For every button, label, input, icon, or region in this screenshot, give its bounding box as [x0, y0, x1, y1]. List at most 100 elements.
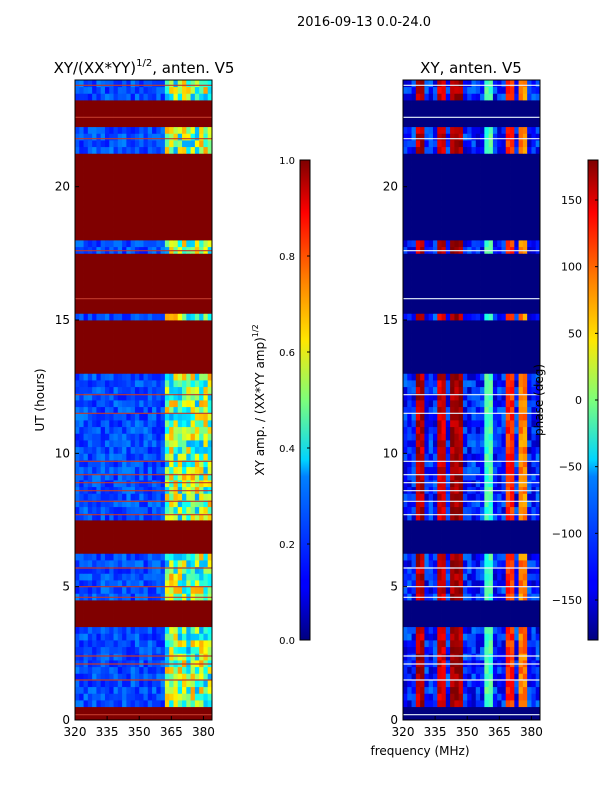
- amp-heatmap-cell: [207, 273, 213, 281]
- amp-heatmap-cell: [147, 253, 153, 261]
- amp-heatmap-cell: [100, 553, 106, 561]
- amp-heatmap-cell: [160, 80, 166, 88]
- amp-heatmap-cell: [190, 333, 196, 341]
- amp-heatmap-cell: [113, 253, 119, 261]
- amp-heatmap-cell: [203, 86, 209, 94]
- phase-heatmap-cell: [407, 700, 412, 708]
- amp-heatmap-cell: [177, 353, 183, 361]
- amp-heatmap-cell: [126, 286, 132, 294]
- phase-heatmap-cell: [407, 640, 412, 648]
- amp-heatmap-cell: [75, 266, 80, 274]
- amp-heatmap-cell: [134, 320, 140, 328]
- phase-heatmap-cell: [518, 400, 524, 408]
- amp-heatmap-cell: [100, 700, 106, 708]
- phase-heatmap-cell: [411, 400, 417, 408]
- amp-heatmap-cell: [130, 546, 136, 554]
- phase-heatmap-cell: [497, 420, 502, 428]
- amp-heatmap-cell: [130, 406, 136, 414]
- amp-heatmap-cell: [199, 506, 204, 514]
- phase-heatmap-cell: [432, 533, 438, 541]
- amp-heatmap-cell: [182, 346, 187, 354]
- amp-heatmap-cell: [177, 666, 183, 674]
- amp-heatmap-cell: [92, 140, 97, 148]
- phase-heatmap-cell: [501, 360, 507, 368]
- phase-heatmap-cell: [480, 480, 485, 488]
- phase-heatmap-cell: [497, 500, 502, 508]
- phase-heatmap-cell: [445, 333, 451, 341]
- phase-heatmap-cell: [518, 493, 524, 501]
- amp-heatmap-cell: [177, 553, 183, 561]
- phase-heatmap-cell: [462, 606, 468, 614]
- amp-heatmap-cell: [203, 546, 209, 554]
- amp-heatmap-cell: [156, 433, 162, 441]
- phase-heatmap-cell: [445, 573, 451, 581]
- phase-heatmap-cell: [467, 633, 472, 641]
- amp-heatmap-cell: [109, 393, 114, 401]
- phase-heatmap-cell: [527, 366, 532, 374]
- phase-heatmap-cell: [441, 513, 447, 521]
- amp-heatmap-cell: [147, 533, 153, 541]
- amp-heatmap-cell: [160, 240, 166, 248]
- amp-heatmap-cell: [139, 93, 144, 101]
- amp-heatmap-cell: [164, 306, 170, 314]
- amp-heatmap-cell: [79, 300, 84, 308]
- phase-heatmap-cell: [411, 686, 417, 694]
- phase-heatmap-cell: [437, 693, 442, 701]
- phase-heatmap-cell: [437, 533, 442, 541]
- phase-heatmap-cell: [510, 580, 515, 588]
- amp-heatmap-cell: [126, 93, 132, 101]
- amp-heatmap-cell: [152, 153, 157, 161]
- amp-heatmap-cell: [169, 273, 174, 281]
- phase-heatmap-cell: [535, 700, 541, 708]
- amp-heatmap-cell: [139, 320, 144, 328]
- phase-heatmap-cell: [445, 640, 451, 648]
- phase-heatmap-cell: [428, 526, 434, 534]
- phase-heatmap-cell: [467, 493, 472, 501]
- phase-heatmap-cell: [437, 420, 442, 428]
- phase-heatmap-cell: [480, 713, 485, 721]
- amp-heatmap-cell: [109, 120, 114, 128]
- phase-heatmap-cell: [467, 353, 472, 361]
- amp-heatmap-cell: [75, 226, 80, 234]
- phase-heatmap-cell: [535, 586, 541, 594]
- amp-heatmap-cell: [75, 706, 80, 714]
- phase-heatmap-cell: [424, 413, 430, 421]
- amp-heatmap-cell: [160, 153, 166, 161]
- amp-heatmap-cell: [104, 553, 110, 561]
- phase-heatmap-cell: [497, 480, 502, 488]
- phase-heatmap-cell: [527, 393, 532, 401]
- phase-heatmap-cell: [445, 646, 451, 654]
- amp-heatmap-cell: [199, 360, 204, 368]
- amp-heatmap-cell: [164, 193, 170, 201]
- amp-heatmap-cell: [169, 466, 174, 474]
- amp-heatmap-cell: [79, 286, 84, 294]
- amp-heatmap-cell: [75, 146, 80, 154]
- amp-heatmap-cell: [190, 106, 196, 114]
- phase-heatmap-cell: [415, 426, 421, 434]
- phase-heatmap-cell: [501, 480, 507, 488]
- amp-heatmap-cell: [100, 633, 106, 641]
- amp-heatmap-cell: [104, 333, 110, 341]
- phase-heatmap-cell: [527, 586, 532, 594]
- amp-heatmap-cell: [75, 480, 80, 488]
- amp-heatmap-cell: [194, 506, 200, 514]
- amp-heatmap-cell: [79, 273, 84, 281]
- amp-heatmap-cell: [143, 173, 149, 181]
- amp-heatmap-cell: [143, 213, 149, 221]
- amp-heatmap-cell: [87, 706, 93, 714]
- amp-heatmap-cell: [160, 133, 166, 141]
- phase-heatmap-cell: [403, 606, 408, 614]
- phase-heatmap-cell: [415, 400, 421, 408]
- phase-heatmap-cell: [514, 506, 519, 514]
- phase-heatmap-cell: [510, 500, 515, 508]
- phase-heatmap-cell: [497, 673, 502, 681]
- amp-heatmap-cell: [109, 160, 114, 168]
- amp-heatmap-cell: [203, 120, 209, 128]
- amp-heatmap-cell: [139, 460, 144, 468]
- amp-heatmap-cell: [143, 380, 149, 388]
- phase-heatmap-cell: [475, 373, 481, 381]
- phase-heatmap-cell: [480, 420, 485, 428]
- amp-heatmap-cell: [152, 186, 157, 194]
- amp-heatmap-cell: [117, 80, 123, 88]
- amp-heatmap-cell: [122, 100, 127, 108]
